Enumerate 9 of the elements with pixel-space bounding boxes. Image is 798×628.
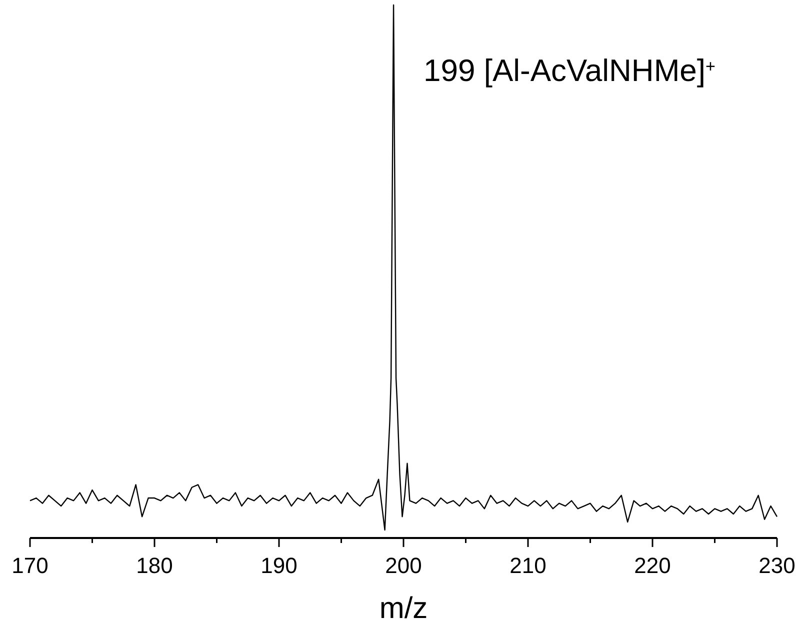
x-axis-title: m/z xyxy=(379,592,428,625)
x-tick-label: 180 xyxy=(136,553,173,578)
annotation: 199 [Al-AcValNHMe]$^{+}$ xyxy=(424,53,716,88)
x-tick-label: 200 xyxy=(385,553,422,578)
x-tick-label: 210 xyxy=(510,553,546,578)
x-tick-label: 170 xyxy=(12,553,48,578)
x-tick-label: 220 xyxy=(634,553,671,578)
x-tick-label: 230 xyxy=(758,553,796,578)
x-tick-label: 190 xyxy=(260,553,298,578)
